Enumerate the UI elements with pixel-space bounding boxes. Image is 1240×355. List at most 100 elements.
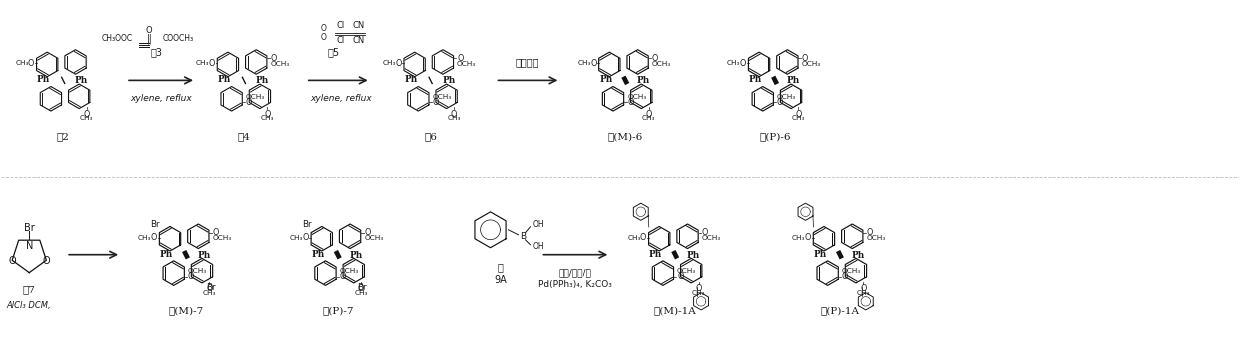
Text: Ph: Ph bbox=[637, 76, 650, 86]
Text: OCH₃: OCH₃ bbox=[340, 268, 358, 274]
Text: O: O bbox=[212, 228, 218, 237]
Text: O: O bbox=[805, 233, 811, 242]
Text: 式6: 式6 bbox=[424, 132, 436, 141]
Text: Ph: Ph bbox=[311, 250, 325, 258]
Text: OCH₃: OCH₃ bbox=[365, 235, 383, 241]
Text: OCH₃: OCH₃ bbox=[187, 268, 207, 274]
Text: 式3: 式3 bbox=[150, 48, 162, 58]
Text: O: O bbox=[458, 54, 464, 63]
Text: O: O bbox=[42, 256, 50, 266]
Text: 式(M)-7: 式(M)-7 bbox=[169, 306, 203, 316]
Text: 式(M)-6: 式(M)-6 bbox=[608, 132, 642, 141]
Text: O: O bbox=[590, 59, 596, 68]
Text: CH₃: CH₃ bbox=[260, 115, 274, 121]
Text: O: O bbox=[264, 110, 270, 119]
Text: O: O bbox=[208, 59, 215, 68]
Text: OCH₃: OCH₃ bbox=[246, 94, 265, 100]
Text: O: O bbox=[433, 98, 439, 107]
Text: CH₃: CH₃ bbox=[448, 115, 461, 121]
Text: Cl: Cl bbox=[336, 21, 345, 30]
Text: CH₃: CH₃ bbox=[792, 235, 806, 241]
Text: OCH₃: OCH₃ bbox=[842, 268, 861, 274]
Text: CH₃: CH₃ bbox=[857, 290, 870, 296]
Text: COOCH₃: COOCH₃ bbox=[162, 34, 195, 43]
Text: CH₃: CH₃ bbox=[355, 290, 368, 296]
Text: CH₃: CH₃ bbox=[15, 60, 29, 66]
Text: O: O bbox=[740, 59, 746, 68]
Text: O: O bbox=[321, 24, 327, 33]
Text: CH₃: CH₃ bbox=[202, 290, 216, 296]
Text: Cl: Cl bbox=[336, 36, 345, 45]
Text: O: O bbox=[696, 284, 702, 293]
Text: O: O bbox=[652, 54, 658, 63]
Text: O: O bbox=[206, 284, 212, 293]
Text: O: O bbox=[702, 228, 708, 237]
Text: O: O bbox=[340, 272, 346, 281]
Text: Ph: Ph bbox=[37, 75, 51, 84]
Text: 式(M)-1A: 式(M)-1A bbox=[653, 306, 697, 316]
Text: OCH₃: OCH₃ bbox=[652, 61, 671, 67]
Text: O: O bbox=[365, 228, 371, 237]
Text: Br: Br bbox=[150, 219, 160, 229]
Text: Ph: Ph bbox=[404, 75, 418, 84]
Text: Ph: Ph bbox=[687, 251, 701, 260]
Text: 9A: 9A bbox=[494, 275, 507, 285]
Text: Ph: Ph bbox=[649, 250, 662, 258]
Text: O: O bbox=[451, 110, 458, 119]
Text: CN: CN bbox=[352, 21, 365, 30]
Text: O: O bbox=[677, 272, 683, 281]
Text: O: O bbox=[321, 33, 327, 42]
Text: CH₃: CH₃ bbox=[79, 115, 93, 121]
Text: 手性拆分: 手性拆分 bbox=[516, 58, 539, 67]
Text: CH₃: CH₃ bbox=[138, 235, 151, 241]
Text: Br: Br bbox=[24, 223, 35, 233]
Text: xylene, reflux: xylene, reflux bbox=[310, 94, 372, 103]
Text: O: O bbox=[303, 233, 309, 242]
Text: OCH₃: OCH₃ bbox=[801, 61, 821, 67]
Text: Ph: Ph bbox=[255, 76, 269, 86]
Text: O: O bbox=[396, 59, 402, 68]
Text: OCH₃: OCH₃ bbox=[777, 94, 796, 100]
Text: O: O bbox=[146, 26, 153, 35]
Text: OH: OH bbox=[532, 242, 544, 251]
Text: CN: CN bbox=[352, 36, 365, 45]
Text: CH₃OOC: CH₃OOC bbox=[102, 34, 133, 43]
Text: O: O bbox=[9, 256, 16, 266]
Text: OCH₃: OCH₃ bbox=[458, 61, 476, 67]
Text: O: O bbox=[640, 233, 646, 242]
Text: OCH₃: OCH₃ bbox=[677, 268, 697, 274]
Text: CH₃: CH₃ bbox=[383, 60, 396, 66]
Text: OH: OH bbox=[532, 220, 544, 229]
Text: CH₃: CH₃ bbox=[791, 115, 805, 121]
Text: CH₃: CH₃ bbox=[578, 60, 590, 66]
Text: Ph: Ph bbox=[197, 251, 211, 260]
Text: Br: Br bbox=[206, 283, 216, 292]
Text: O: O bbox=[646, 110, 652, 119]
Text: O: O bbox=[842, 272, 848, 281]
Text: OCH₃: OCH₃ bbox=[627, 94, 646, 100]
Text: O: O bbox=[861, 284, 867, 293]
Text: 式5: 式5 bbox=[327, 48, 340, 58]
Text: Ph: Ph bbox=[852, 251, 864, 260]
Text: Ph: Ph bbox=[599, 75, 613, 84]
Text: Ph: Ph bbox=[443, 76, 455, 86]
Text: 式(P)-1A: 式(P)-1A bbox=[821, 306, 859, 316]
Text: O: O bbox=[83, 110, 89, 119]
Text: Br: Br bbox=[303, 219, 312, 229]
Text: Ph: Ph bbox=[813, 250, 827, 258]
Text: CH₃: CH₃ bbox=[196, 60, 210, 66]
Text: B: B bbox=[521, 232, 527, 241]
Text: 式7: 式7 bbox=[22, 285, 36, 294]
Text: Br: Br bbox=[357, 283, 367, 292]
Text: OCH₃: OCH₃ bbox=[212, 235, 232, 241]
Text: CH₃: CH₃ bbox=[642, 115, 656, 121]
Text: Pd(PPh₃)₄, K₂CO₃: Pd(PPh₃)₄, K₂CO₃ bbox=[538, 280, 613, 289]
Text: CH₃: CH₃ bbox=[290, 235, 304, 241]
Text: 式: 式 bbox=[497, 263, 503, 273]
Text: OCH₃: OCH₃ bbox=[270, 61, 290, 67]
Text: Ph: Ph bbox=[74, 76, 88, 86]
Text: O: O bbox=[270, 54, 277, 63]
Text: CH₃: CH₃ bbox=[627, 235, 641, 241]
Text: 式(P)-7: 式(P)-7 bbox=[322, 306, 353, 316]
Text: O: O bbox=[29, 59, 35, 68]
